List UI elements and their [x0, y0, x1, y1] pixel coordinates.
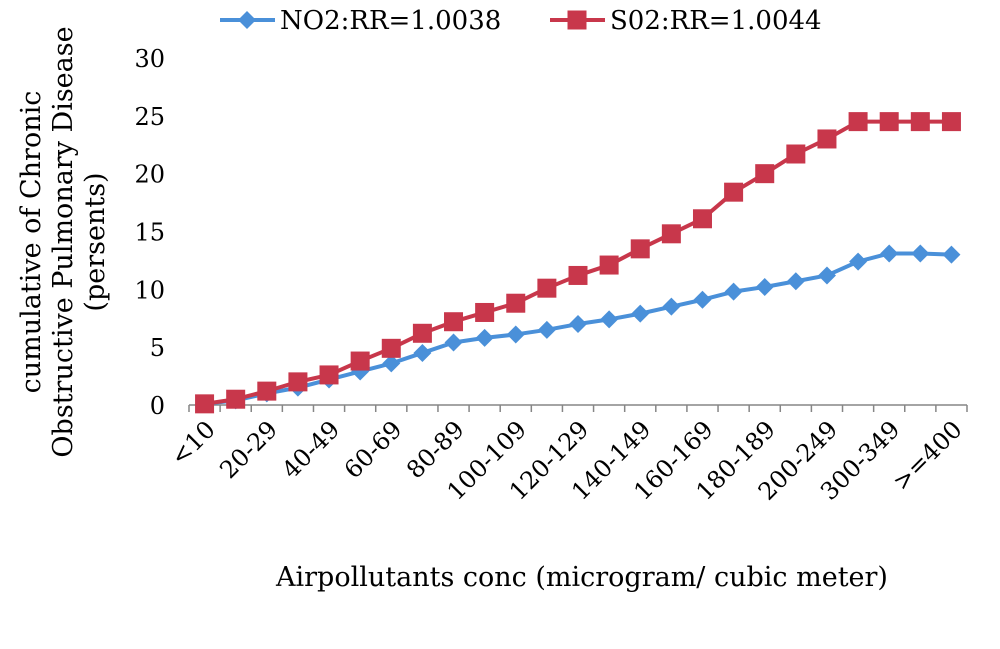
data-point	[662, 297, 681, 316]
x-axis: <1020-2940-4960-6980-89100-109120-129140…	[165, 404, 968, 506]
data-point	[537, 320, 556, 339]
x-tick-label: >=400	[887, 415, 968, 496]
data-point	[288, 372, 308, 392]
series-line	[204, 119, 952, 406]
y-tick-label: 20	[134, 161, 165, 189]
data-point	[786, 144, 806, 164]
data-point	[910, 112, 930, 132]
y-tick-label: 5	[150, 334, 165, 362]
data-point	[319, 365, 339, 385]
x-tick-label: <10	[165, 415, 221, 471]
data-point	[257, 381, 277, 401]
y-axis: 0 5 10 15 20 25 30	[134, 45, 165, 420]
y-axis-title-line: (persents)	[80, 172, 111, 311]
legend-entry: S02:RR=1.0044	[550, 6, 822, 36]
y-tick-label: 0	[150, 392, 165, 420]
data-point	[724, 282, 743, 301]
data-point	[226, 389, 246, 409]
data-point	[600, 310, 619, 329]
data-point	[475, 302, 495, 322]
data-point	[911, 244, 930, 263]
data-point	[506, 293, 526, 313]
data-point	[848, 112, 868, 132]
data-point	[630, 239, 650, 259]
y-axis-title-line: cumulative of Chronic	[16, 91, 47, 394]
y-axis-title: cumulative of ChronicObstructive Pulmona…	[16, 26, 111, 457]
legend-label: NO2:RR=1.0038	[280, 6, 501, 36]
series-square	[195, 112, 961, 414]
legend-label: S02:RR=1.0044	[610, 6, 822, 36]
legend: NO2:RR=1.0038 S02:RR=1.0044	[220, 6, 822, 36]
data-point	[413, 343, 432, 362]
data-point	[475, 328, 494, 347]
legend-marker	[238, 11, 256, 29]
y-tick-label: 25	[134, 103, 165, 131]
data-point	[195, 394, 215, 414]
data-point	[942, 245, 961, 264]
data-point	[849, 252, 868, 271]
data-point	[412, 323, 432, 343]
data-point	[786, 272, 805, 291]
data-point	[444, 312, 464, 332]
data-point	[506, 325, 525, 344]
data-point	[381, 338, 401, 358]
data-point	[599, 255, 619, 275]
legend-entry: NO2:RR=1.0038	[220, 6, 501, 36]
y-axis-title-line: Obstructive Pulmonary Disease	[48, 26, 79, 457]
data-point	[692, 209, 712, 229]
data-point	[755, 278, 774, 297]
x-axis-title: Airpollutants conc (microgram/ cubic met…	[275, 562, 888, 593]
y-tick-label: 30	[134, 45, 165, 73]
data-point	[350, 351, 370, 371]
data-point	[880, 244, 899, 263]
legend-marker	[567, 10, 587, 30]
data-point	[537, 278, 557, 298]
data-point	[661, 224, 681, 244]
y-tick-label: 15	[134, 219, 165, 247]
data-point	[569, 315, 587, 334]
data-point	[382, 354, 401, 373]
x-tick-label: 40-49	[277, 415, 346, 484]
data-point	[631, 304, 650, 323]
data-point	[941, 112, 961, 132]
series-diamond	[195, 244, 961, 413]
data-point	[568, 265, 588, 285]
data-point	[444, 333, 463, 352]
series-layer	[195, 112, 961, 414]
x-tick-label: 20-29	[214, 415, 283, 484]
data-point	[817, 129, 837, 149]
data-point	[879, 112, 899, 132]
data-point	[693, 290, 712, 309]
data-point	[724, 182, 744, 202]
x-tick-label: 60-69	[339, 415, 408, 484]
data-point	[817, 266, 836, 285]
y-tick-label: 10	[134, 276, 165, 304]
data-point	[755, 164, 775, 184]
